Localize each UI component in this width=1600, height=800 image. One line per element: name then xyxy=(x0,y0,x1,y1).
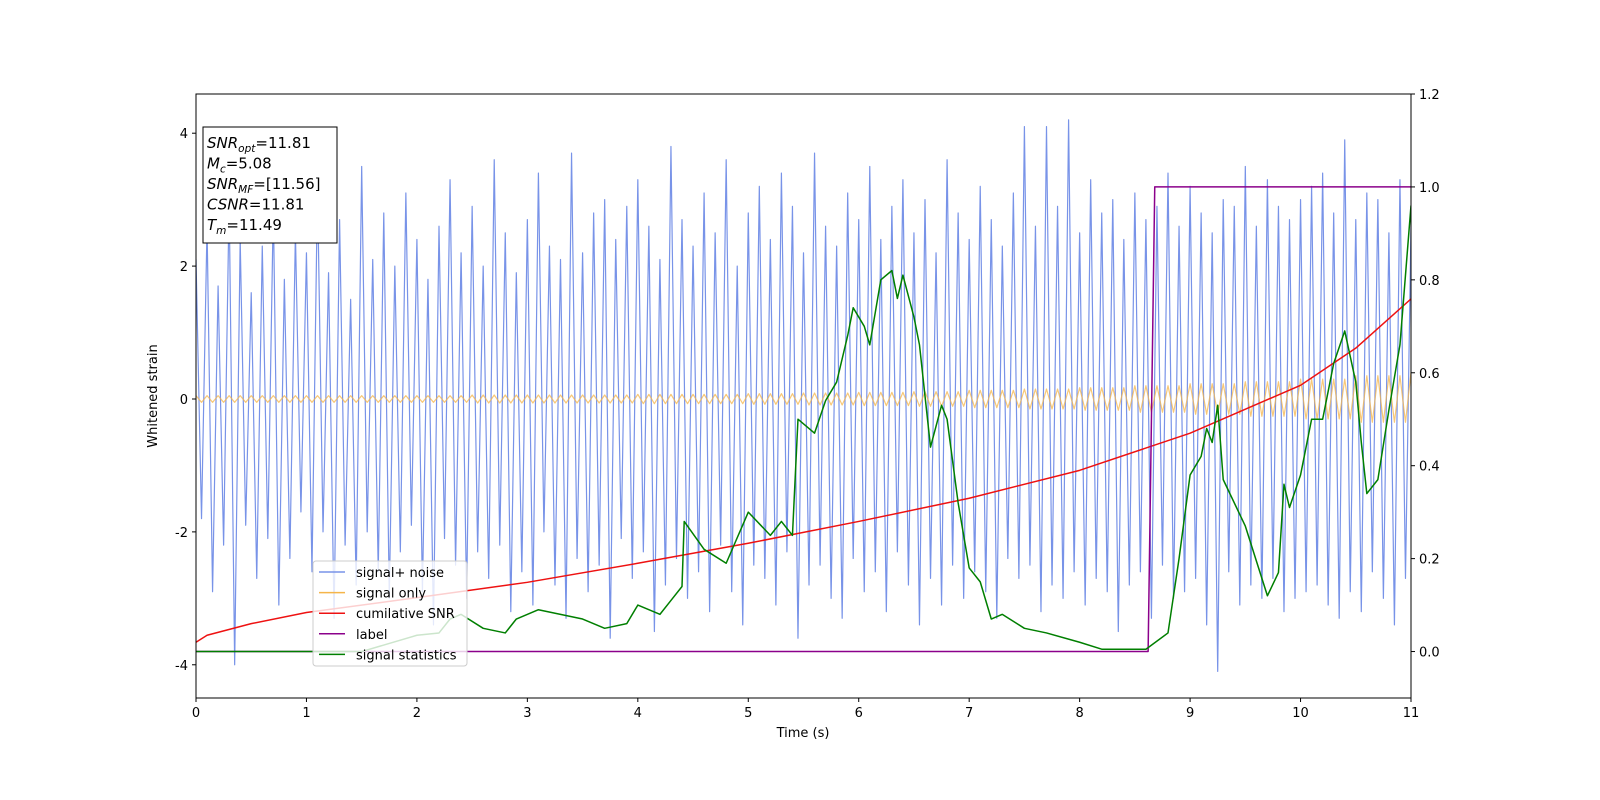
y2-tick-label: 0.6 xyxy=(1419,367,1440,382)
x-tick-label: 10 xyxy=(1292,706,1309,721)
annotation-box xyxy=(202,126,338,244)
x-tick-label: 11 xyxy=(1403,706,1420,721)
series-line xyxy=(196,186,1411,653)
annotation-line: Mc=5.08 xyxy=(207,155,272,176)
legend-label: cumilative SNR xyxy=(356,607,455,622)
y-tick-label: -4 xyxy=(175,659,188,674)
annotation-symbol: SNR xyxy=(207,175,238,193)
series-line xyxy=(196,298,1411,643)
legend-box xyxy=(312,560,468,667)
annotation-line: CSNR=11.81 xyxy=(207,196,304,214)
x-tick-label: 2 xyxy=(413,706,421,721)
y2-tick-label: 0.4 xyxy=(1419,460,1440,475)
y-tick-label: 4 xyxy=(180,127,188,142)
series-line xyxy=(196,372,1411,423)
x-tick-label: 9 xyxy=(1186,706,1194,721)
y-tick-label: 0 xyxy=(180,393,188,408)
annotation-value: =11.81 xyxy=(249,196,305,214)
y2-tick-label: 0.2 xyxy=(1419,553,1440,568)
annotation-value: =11.81 xyxy=(255,134,311,152)
annotation-subscript: c xyxy=(220,164,226,176)
legend-label: signal+ noise xyxy=(356,566,444,581)
x-tick-label: 8 xyxy=(1075,706,1083,721)
x-tick-label: 3 xyxy=(523,706,531,721)
y2-tick-label: 0.0 xyxy=(1419,646,1440,661)
legend-label: label xyxy=(356,628,387,643)
annotation-symbol: CSNR xyxy=(207,196,249,214)
x-axis-label: Time (s) xyxy=(776,726,830,741)
y2-tick-label: 0.8 xyxy=(1419,274,1440,289)
series-line xyxy=(196,205,1411,653)
annotation-symbol: M xyxy=(207,155,220,173)
annotation-subscript: MF xyxy=(238,184,254,196)
annotation-line: SNRopt=11.81 xyxy=(207,134,311,155)
x-tick-label: 5 xyxy=(744,706,752,721)
annotation-subscript: m xyxy=(216,225,226,237)
annotation-subscript: opt xyxy=(238,143,256,155)
x-tick-label: 1 xyxy=(302,706,310,721)
legend-label: signal statistics xyxy=(356,648,457,663)
annotation-line: SNRMF=[11.56] xyxy=(207,175,321,196)
y-axis-label: Whitened strain xyxy=(146,344,161,447)
annotation-symbol: SNR xyxy=(207,134,238,152)
x-tick-label: 7 xyxy=(965,706,973,721)
plot-area xyxy=(196,119,1411,673)
y-tick-label: -2 xyxy=(175,526,188,541)
legend-label: signal only xyxy=(356,587,426,602)
annotation-value: =5.08 xyxy=(226,155,272,173)
annotation-value: =[11.56] xyxy=(253,175,320,193)
plot-frame xyxy=(195,93,1412,699)
annotation-symbol: T xyxy=(207,216,218,234)
x-tick-label: 6 xyxy=(855,706,863,721)
series-line xyxy=(196,119,1411,673)
annotation-line: Tm=11.49 xyxy=(207,216,282,237)
annotation-value: =11.49 xyxy=(226,216,282,234)
y-tick-label: 2 xyxy=(180,260,188,275)
y2-tick-label: 1.2 xyxy=(1419,88,1440,103)
x-tick-label: 4 xyxy=(634,706,642,721)
x-tick-label: 0 xyxy=(192,706,200,721)
y2-tick-label: 1.0 xyxy=(1419,181,1440,196)
